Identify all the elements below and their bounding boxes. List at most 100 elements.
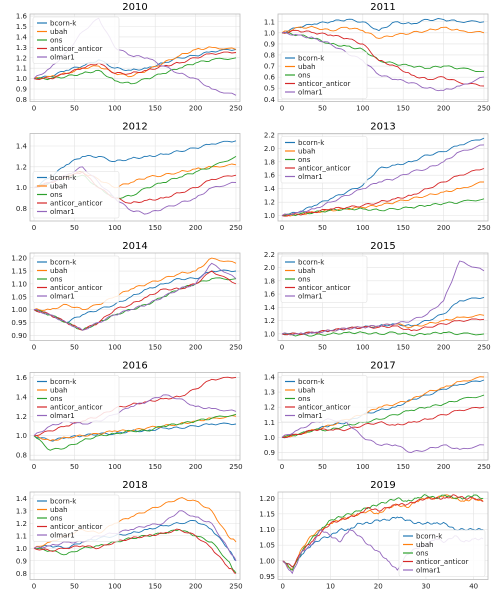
legend-entry: olmar1: [298, 293, 323, 301]
y-tick-label: 1.2: [264, 199, 275, 207]
y-tick-label: 0.8: [16, 96, 27, 104]
y-tick-label: 0.9: [264, 40, 275, 48]
x-tick-label: 250: [477, 344, 490, 352]
x-tick-label: 100: [108, 105, 121, 113]
panel-title: 2011: [370, 2, 395, 13]
legend-entry: ons: [298, 156, 311, 164]
legend-entry: ons: [50, 276, 63, 284]
legend-entry: olmar1: [298, 173, 323, 181]
y-tick-label: 1.3: [16, 44, 27, 52]
legend-box: [280, 255, 368, 303]
y-tick-label: 0.5: [264, 85, 275, 93]
y-tick-label: 1.2: [16, 520, 27, 528]
chart-panel-2015: 2015 1.0 1.2 1.4 1.6 1.8 2.0 2.2 0 50 100 150 200 250…: [264, 241, 491, 352]
x-tick-label: 150: [397, 224, 410, 232]
x-tick-label: 100: [108, 463, 121, 471]
x-tick-label: 100: [356, 463, 369, 471]
plot-frame: [277, 13, 489, 102]
series-line-ons: [281, 331, 485, 337]
y-tick-label: 1.20: [259, 495, 275, 503]
legend-entry: ons: [50, 395, 63, 403]
y-tick-label: 1.1: [264, 18, 275, 26]
series-line-bcorn-k: [281, 296, 485, 336]
y-tick-label: 1.0: [16, 432, 27, 440]
panel-title: 2012: [122, 122, 147, 133]
y-tick-label: 0.95: [11, 319, 27, 327]
legend-entry: anticor_anticor: [298, 284, 350, 292]
panel-title: 2013: [370, 122, 395, 133]
y-tick-label: 1.10: [11, 280, 27, 288]
x-tick-label: 0: [281, 583, 285, 591]
legend-entry: anticor_anticor: [50, 284, 102, 292]
series-line-olmar1: [33, 262, 237, 331]
chart-panel-2010: 2010 0.8 0.9 1.0 1.1 1.2 1.3 1.4 1.5 1.6 0 50 100 150…: [16, 2, 243, 113]
legend-entry: ubah: [298, 267, 316, 275]
x-tick-label: 250: [229, 344, 242, 352]
y-tick-label: 0.8: [264, 51, 275, 59]
y-tick-label: 1.0: [264, 434, 275, 442]
x-tick-label: 100: [108, 583, 121, 591]
panel-title: 2014: [122, 241, 147, 252]
x-tick-label: 150: [397, 463, 410, 471]
y-tick-label: 0.9: [264, 449, 275, 457]
y-tick-label: 1.6: [16, 13, 28, 21]
y-tick-label: 1.2: [264, 404, 275, 412]
legend-entry: olmar1: [50, 532, 75, 540]
y-tick-label: 0.90: [11, 332, 27, 340]
y-tick-label: 0.8: [16, 570, 27, 578]
chart-panel-2018: 2018 0.8 0.9 1.0 1.1 1.2 1.3 1.4 0 50 100 150 200 250…: [16, 480, 243, 591]
x-tick-label: 100: [356, 224, 369, 232]
series-line-bcorn-k: [33, 140, 237, 189]
y-tick-label: 1.4: [264, 304, 276, 312]
series-line-ubah: [281, 25, 485, 39]
chart-panel-2012: 2012 0.8 1.0 1.2 1.4 0 50 100 150 200 250 bcorn-kub…: [16, 122, 243, 233]
series-line-ons: [281, 198, 485, 217]
legend-entry: bcorn-k: [50, 174, 77, 182]
legend-entry: bcorn-k: [298, 139, 325, 147]
legend-entry: ons: [298, 395, 311, 403]
series-line-ons: [33, 413, 237, 451]
series-line-ons: [33, 529, 237, 574]
x-tick-label: 100: [356, 105, 369, 113]
legend-entry: ons: [50, 191, 63, 199]
y-tick-label: 2.0: [264, 145, 275, 153]
legend-box: [32, 375, 120, 423]
legend-entry: olmar1: [50, 293, 75, 301]
plot-frame: [277, 372, 489, 461]
x-tick-label: 0: [280, 105, 284, 113]
legend-entry: bcorn-k: [298, 378, 325, 386]
legend-entry: ons: [298, 276, 311, 284]
panel-title: 2016: [122, 361, 147, 372]
legend-entry: olmar1: [298, 89, 323, 97]
plot-frame: [29, 491, 241, 580]
y-tick-label: 1.20: [11, 255, 27, 263]
plot-frame: [29, 133, 241, 222]
series-line-ubah: [282, 494, 484, 572]
legend-entry: ubah: [50, 267, 68, 275]
y-tick-label: 1.2: [16, 413, 27, 421]
x-tick-label: 0: [280, 224, 284, 232]
legend-entry: ons: [50, 37, 63, 45]
series-line-olmar1: [33, 510, 237, 561]
chart-panel-2017: 2017 0.9 1.0 1.1 1.2 1.3 1.4 0 50 100 150 200 250 bco…: [264, 361, 491, 472]
x-tick-label: 50: [70, 583, 79, 591]
legend-box: [32, 16, 120, 64]
y-tick-label: 1.1: [16, 532, 27, 540]
y-tick-label: 1.0: [16, 184, 27, 192]
series-line-ons: [33, 57, 237, 85]
x-tick-label: 30: [421, 583, 430, 591]
y-tick-label: 1.0: [264, 29, 275, 37]
x-tick-label: 20: [374, 583, 383, 591]
panel-title: 2018: [122, 480, 147, 491]
plot-frame: [277, 252, 489, 341]
legend-box: [398, 529, 486, 577]
x-tick-label: 40: [469, 583, 478, 591]
x-tick-label: 200: [437, 105, 450, 113]
y-tick-label: 0.9: [16, 557, 27, 565]
x-tick-label: 250: [477, 463, 490, 471]
x-tick-label: 200: [437, 344, 450, 352]
y-tick-label: 1.1: [16, 65, 27, 73]
series-line-bcorn-k: [33, 520, 237, 562]
